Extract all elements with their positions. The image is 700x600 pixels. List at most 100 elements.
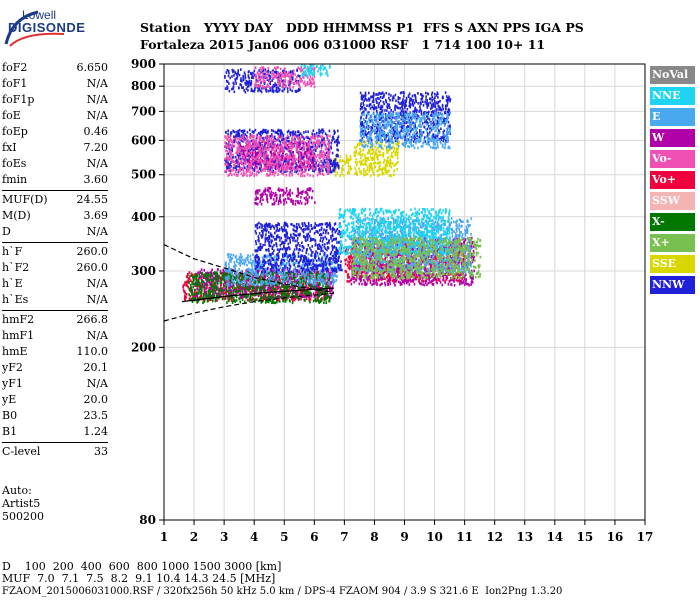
echo-point — [321, 275, 324, 279]
echo-point — [265, 299, 268, 303]
echo-point — [241, 275, 244, 278]
echo-point — [196, 300, 198, 303]
echo-point — [283, 297, 285, 301]
echo-point — [419, 277, 422, 280]
echo-point — [324, 260, 327, 264]
echo-point — [232, 276, 234, 280]
echo-point — [413, 239, 415, 243]
echo-point — [196, 295, 199, 299]
echo-point — [313, 275, 315, 278]
echo-point — [460, 279, 462, 283]
echo-point — [262, 228, 265, 231]
echo-point — [283, 270, 286, 274]
echo-point — [301, 249, 304, 252]
echo-point — [293, 280, 295, 284]
echo-point — [327, 285, 329, 288]
echo-point — [378, 274, 380, 277]
echo-point — [434, 239, 437, 242]
echo-point — [295, 230, 298, 233]
echo-point — [196, 288, 199, 291]
echo-point — [394, 277, 397, 280]
echo-point — [184, 281, 186, 284]
echo-point — [252, 274, 254, 278]
echo-point — [372, 261, 374, 265]
echo-point — [264, 285, 266, 289]
echo-point — [256, 260, 259, 264]
echo-point — [231, 283, 234, 286]
echo-point — [188, 277, 190, 280]
echo-point — [389, 280, 391, 283]
echo-point — [282, 255, 284, 258]
echo-point — [472, 277, 474, 280]
echo-point — [227, 275, 230, 278]
echo-point — [250, 270, 252, 274]
echo-point — [457, 261, 460, 265]
echo-point — [297, 255, 300, 258]
echo-point — [232, 299, 235, 303]
echo-point — [439, 281, 442, 284]
echo-point — [279, 239, 281, 242]
echo-point — [337, 252, 339, 255]
echo-point — [388, 253, 390, 256]
echo-point — [318, 278, 321, 282]
echo-point — [239, 295, 241, 299]
echo-point — [388, 274, 390, 278]
echo-point — [310, 292, 312, 295]
echo-point — [214, 299, 217, 303]
echo-point — [317, 247, 319, 250]
echo-point — [195, 275, 197, 279]
echo-point — [399, 275, 401, 278]
echo-point — [239, 272, 242, 276]
param-value: 6.650 — [76, 61, 109, 74]
echo-point — [299, 234, 301, 237]
echo-point — [309, 279, 311, 283]
echo-point — [292, 277, 294, 281]
echo-point — [194, 281, 197, 285]
echo-point — [266, 290, 269, 293]
param-row: h`E N/A — [2, 276, 108, 292]
echo-point — [380, 278, 383, 281]
echo-point — [280, 236, 282, 240]
echo-point — [310, 294, 313, 298]
echo-point — [327, 232, 329, 235]
echo-point — [259, 267, 262, 271]
echo-point — [331, 248, 334, 251]
echo-point — [318, 290, 320, 294]
echo-point — [236, 277, 239, 281]
echo-point — [427, 255, 429, 259]
echo-point — [297, 251, 300, 255]
echo-point — [332, 270, 334, 273]
echo-point — [307, 232, 310, 236]
echo-point — [356, 271, 359, 275]
echo-point — [269, 296, 271, 300]
echo-point — [340, 260, 342, 263]
echo-point — [384, 277, 386, 280]
echo-point — [212, 291, 214, 294]
echo-point — [429, 265, 432, 268]
echo-point — [436, 249, 439, 252]
echo-point — [292, 239, 294, 242]
param-value: 266.8 — [76, 313, 109, 326]
echo-point — [197, 271, 200, 275]
echo-point — [325, 273, 327, 277]
echo-point — [323, 276, 326, 279]
echo-point — [239, 274, 242, 278]
echo-point — [243, 283, 245, 287]
echo-point — [303, 259, 306, 263]
echo-point — [284, 253, 286, 257]
echo-point — [309, 300, 311, 304]
echo-point — [289, 254, 292, 257]
echo-point — [399, 281, 401, 284]
echo-point — [278, 256, 280, 259]
echo-point — [258, 221, 260, 225]
echo-point — [267, 248, 270, 251]
echo-point — [272, 301, 274, 304]
echo-point — [366, 277, 368, 280]
echo-point — [298, 272, 300, 276]
echo-point — [258, 257, 261, 261]
echo-point — [183, 290, 186, 293]
echo-point — [473, 245, 475, 248]
echo-point — [276, 227, 278, 231]
echo-point — [275, 277, 278, 281]
echo-point — [251, 288, 253, 292]
